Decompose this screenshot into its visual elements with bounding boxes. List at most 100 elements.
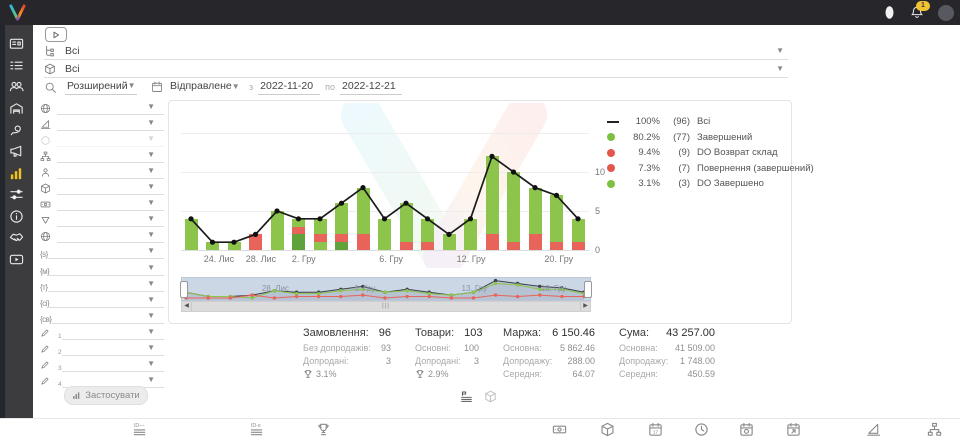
chart-bar[interactable] — [421, 218, 434, 250]
sidebar-item-warehouse[interactable] — [9, 101, 27, 119]
sidebar-item-announcements[interactable] — [9, 144, 27, 162]
toolbar-money-icon[interactable] — [552, 422, 567, 437]
chart-bar[interactable] — [270, 211, 284, 250]
chart-bar[interactable] — [485, 156, 499, 250]
toolbar-sitemap-icon[interactable] — [927, 422, 942, 437]
filter-row-12[interactable]: {т} ▼ — [40, 278, 164, 292]
list-view-toggle[interactable] — [460, 390, 474, 404]
filter-select[interactable]: ▼ — [61, 343, 164, 356]
filter-select[interactable]: ▼ — [49, 263, 164, 276]
toolbar-calendar-export-icon[interactable] — [786, 422, 801, 437]
filter-select[interactable]: ▼ — [49, 295, 164, 308]
toolbar-clock-icon[interactable] — [694, 422, 709, 437]
chart-bar[interactable] — [399, 203, 413, 250]
chart-bar[interactable] — [442, 234, 456, 250]
scroll-left-arrow[interactable]: ◀ — [182, 302, 192, 311]
chart-bar[interactable] — [378, 218, 391, 250]
filter-select[interactable]: ▼ — [57, 118, 164, 132]
user-avatar[interactable] — [938, 0, 954, 25]
legend-item-4[interactable]: 7.3% (7) Повернення (завершений) — [607, 161, 814, 177]
filter-select[interactable]: ▼ — [47, 246, 164, 260]
chart-bar[interactable] — [184, 218, 198, 250]
filter-row-13[interactable]: {сі} ▼ — [40, 294, 164, 308]
sidebar-item-lasso[interactable] — [9, 122, 27, 140]
filter-select[interactable]: ▼ — [57, 150, 164, 164]
date-type-select[interactable]: Відправлене ▼ — [168, 80, 244, 94]
date-from-input[interactable]: 2022-11-20 — [258, 80, 321, 95]
search-mode-select[interactable]: Розширений ▼ — [65, 80, 137, 95]
chart-bar[interactable] — [356, 187, 370, 250]
filter-select[interactable]: ▼ — [57, 230, 164, 244]
toolbar-products-cube-icon[interactable] — [600, 422, 615, 437]
toolbar-calendar-17-icon[interactable]: 17 — [648, 422, 663, 437]
legend-item-5[interactable]: 3.1% (3) DO Завершено — [607, 176, 814, 192]
filter-row-4[interactable]: ▼ — [40, 149, 164, 164]
filter-select[interactable]: ▼ — [57, 166, 164, 180]
chart-bar[interactable] — [206, 242, 219, 250]
sidebar-item-id-card[interactable] — [9, 36, 27, 54]
video-hint-button[interactable] — [45, 27, 67, 42]
filter-select[interactable]: ▼ — [57, 134, 164, 148]
chart-bar[interactable] — [313, 218, 327, 250]
filter-row-10[interactable]: {s} ▼ — [40, 245, 164, 260]
filter-select[interactable]: ▼ — [57, 182, 164, 196]
app-logo-icon[interactable] — [8, 3, 27, 22]
sidebar-item-partners[interactable] — [9, 230, 27, 248]
chart-bar[interactable] — [507, 172, 520, 250]
filter-row-6[interactable]: ▼ — [40, 181, 164, 196]
filter-row-8[interactable]: ▼ — [40, 213, 164, 228]
filter-row-11[interactable]: {м} ▼ — [40, 262, 164, 276]
filter-row-5[interactable]: ▼ — [40, 165, 164, 180]
legend-item-1[interactable]: 100% (96) Всі — [607, 114, 814, 130]
chart-bar[interactable] — [464, 218, 477, 250]
filter-select[interactable]: ▼ — [57, 102, 164, 115]
notifications-bell-icon[interactable]: 1 — [910, 1, 930, 20]
filter-select[interactable]: ▼ — [51, 311, 164, 324]
sidebar-item-info[interactable] — [9, 209, 27, 227]
product-select[interactable]: Всі ▼ — [44, 60, 788, 78]
filter-row-7[interactable]: ▼ — [40, 197, 164, 212]
sidebar-item-video-tutorials[interactable] — [9, 252, 27, 270]
filter-row-9[interactable]: ▼ — [40, 229, 164, 244]
toolbar-cup-icon[interactable] — [316, 422, 331, 437]
toolbar-set-square-icon[interactable] — [866, 422, 881, 437]
sidebar-item-settings[interactable] — [9, 187, 27, 205]
scrollbar-grip[interactable]: ||| — [382, 303, 390, 309]
filter-select[interactable]: ▼ — [61, 327, 164, 340]
chart-bar[interactable] — [292, 218, 305, 250]
search-icon[interactable] — [44, 81, 57, 94]
sidebar-item-customers[interactable] — [9, 79, 27, 97]
navigator-handle-left[interactable] — [180, 281, 188, 298]
scroll-right-arrow[interactable]: ▶ — [580, 302, 590, 311]
toolbar-id-list-icon[interactable]: ID— — [133, 422, 148, 437]
filter-row-2[interactable]: ▼ — [40, 117, 164, 132]
filter-row-16[interactable]: 2 ▼ — [40, 342, 164, 356]
assistant-icon[interactable] — [883, 4, 896, 21]
chart-bar[interactable] — [227, 242, 241, 250]
legend-item-3[interactable]: 9.4% (9) DO Возврат склад — [607, 145, 814, 161]
legend-item-2[interactable]: 80.2% (77) Завершений — [607, 130, 814, 146]
sidebar-item-orders[interactable] — [9, 58, 27, 76]
product-view-toggle[interactable] — [484, 390, 498, 404]
chart-bar[interactable] — [249, 234, 262, 250]
toolbar-id-secondary-icon[interactable]: ID-o — [250, 422, 265, 437]
filter-row-14[interactable]: {св} ▼ — [40, 310, 164, 324]
filter-select[interactable]: ▼ — [61, 359, 164, 372]
date-to-input[interactable]: 2022-12-21 — [340, 80, 403, 95]
chart-bar[interactable] — [335, 203, 348, 250]
filter-select[interactable]: ▼ — [47, 279, 164, 292]
chart-bar[interactable] — [550, 195, 563, 250]
apply-filters-button[interactable]: Застосувати — [64, 386, 148, 405]
filter-select[interactable]: ▼ — [57, 198, 164, 212]
order-status-select[interactable]: Всі ▼ — [44, 42, 788, 60]
navigator-handle-right[interactable] — [584, 281, 592, 298]
chart-navigator[interactable]: 28. Лис 6. Гру 13. Гру 18. Гру — [180, 277, 592, 301]
filter-row-3[interactable]: ▼ — [40, 133, 164, 148]
toolbar-calendar-status-icon[interactable] — [739, 422, 754, 437]
filter-select[interactable]: ▼ — [57, 214, 164, 228]
sidebar-item-analytics[interactable] — [9, 166, 27, 184]
filter-row-1[interactable]: ▼ — [40, 101, 164, 115]
filter-row-15[interactable]: 1 ▼ — [40, 326, 164, 340]
chart-bar[interactable] — [571, 218, 585, 250]
chart-bar[interactable] — [528, 187, 542, 250]
